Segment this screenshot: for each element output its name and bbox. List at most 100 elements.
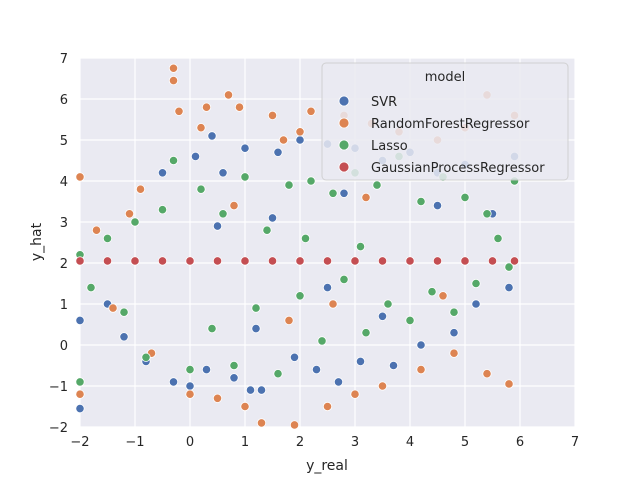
data-point [405, 256, 415, 266]
series-GaussianProcessRegressor [75, 256, 520, 266]
data-point [201, 102, 212, 112]
x-tick-label: 3 [351, 435, 359, 450]
data-point [361, 328, 371, 338]
legend-marker [338, 139, 350, 151]
data-point [251, 303, 261, 313]
legend-marker [338, 161, 350, 173]
data-point [388, 360, 399, 371]
x-tick-label: −1 [125, 435, 144, 450]
data-point [119, 332, 129, 342]
y-tick-label: 5 [60, 134, 68, 149]
data-point [372, 180, 382, 190]
data-point [471, 278, 481, 289]
data-point [157, 168, 168, 178]
data-point [383, 299, 393, 309]
data-point [377, 256, 388, 266]
data-point [229, 360, 239, 371]
data-point [438, 291, 448, 301]
y-tick-label: −1 [49, 380, 68, 395]
data-point [322, 282, 333, 293]
legend-marker [338, 117, 350, 129]
data-point [449, 307, 459, 317]
y-tick-label: 4 [60, 175, 68, 190]
x-tick-label: 6 [516, 435, 524, 450]
x-tick-label: 1 [241, 435, 249, 450]
data-point [333, 377, 344, 387]
data-point [295, 256, 305, 266]
data-point [75, 389, 85, 399]
data-point [212, 393, 223, 403]
data-point [306, 176, 316, 186]
data-point [75, 403, 85, 414]
data-point [240, 143, 250, 153]
data-point [339, 274, 349, 284]
data-points [75, 63, 520, 430]
data-point [328, 188, 338, 198]
data-point [185, 256, 195, 266]
data-point [416, 340, 426, 350]
data-point [427, 287, 437, 297]
data-point [212, 256, 223, 266]
data-point [273, 147, 283, 157]
data-point [245, 385, 256, 395]
data-point [130, 217, 140, 227]
data-point [273, 369, 283, 379]
y-tick-labels: −2 −1 0 1 2 3 4 5 6 7 [49, 52, 68, 436]
legend-label: RandomForestRegressor [371, 117, 530, 132]
data-point [86, 282, 96, 293]
data-point [207, 323, 217, 334]
y-tick-label: 0 [60, 339, 68, 354]
data-point [168, 63, 179, 73]
data-point [240, 256, 250, 266]
data-point [482, 369, 492, 379]
data-point [377, 311, 388, 321]
data-point [108, 303, 118, 313]
data-point [493, 233, 503, 243]
data-point [196, 184, 206, 194]
data-point [471, 299, 481, 309]
data-point [322, 401, 333, 412]
series-Lasso [75, 151, 520, 387]
data-point [289, 420, 300, 430]
data-point [377, 381, 388, 391]
data-point [460, 256, 470, 266]
data-point [75, 377, 85, 387]
data-point [251, 323, 261, 334]
x-tick-label: 5 [461, 435, 469, 450]
data-point [350, 389, 360, 399]
data-point [168, 377, 179, 387]
data-point [487, 256, 498, 266]
data-point [174, 106, 184, 116]
x-tick-label: 0 [186, 435, 194, 450]
legend-label: SVR [371, 95, 397, 110]
legend-title: model [425, 70, 465, 85]
legend: model SVR RandomForestRegressor Lasso Gauss… [321, 62, 569, 181]
data-point [432, 256, 443, 266]
data-point [295, 127, 305, 137]
data-point [416, 196, 426, 207]
data-point [295, 291, 305, 301]
data-point [504, 282, 514, 293]
x-tick-label: 4 [406, 435, 414, 450]
data-point [311, 364, 322, 375]
data-point [207, 131, 217, 141]
data-point [350, 256, 360, 266]
data-point [416, 364, 426, 375]
data-point [328, 299, 338, 309]
data-point [212, 221, 223, 231]
data-point [284, 315, 294, 325]
data-point [322, 256, 333, 266]
y-tick-label: 1 [60, 298, 68, 313]
data-point [185, 364, 195, 375]
data-point [218, 168, 228, 178]
data-point [75, 172, 85, 182]
data-point [229, 373, 239, 383]
x-tick-label: 7 [571, 435, 579, 450]
data-point [256, 418, 267, 428]
data-point [267, 110, 278, 121]
y-tick-label: −2 [49, 421, 68, 436]
data-point [130, 256, 140, 266]
data-point [432, 201, 443, 211]
legend-box [321, 62, 569, 181]
data-point [240, 401, 250, 412]
